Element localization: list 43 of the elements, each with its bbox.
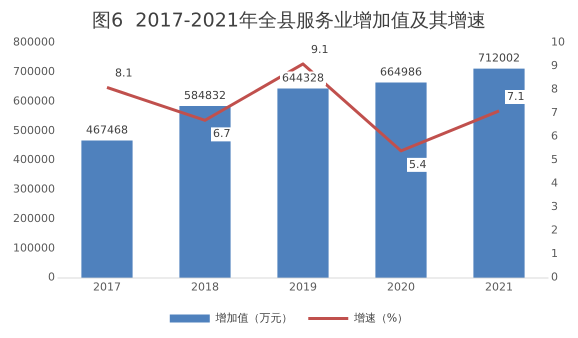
x-tick-label: 2019 — [288, 280, 317, 294]
y2-tick-label: 7 — [551, 106, 558, 120]
chart-title: 图6 2017-2021年全县服务业增加值及其增速 — [92, 9, 486, 32]
y-tick-label: 400000 — [12, 153, 55, 166]
y-tick-label: 700000 — [12, 65, 55, 78]
data-label: 712002 — [478, 52, 520, 65]
y-tick-label: 500000 — [12, 124, 55, 137]
bar — [179, 106, 231, 278]
bar — [81, 140, 133, 278]
x-tick-label: 2017 — [92, 280, 121, 294]
data-label: 6.7 — [212, 127, 230, 140]
data-label: 467468 — [86, 123, 128, 136]
y2-tick-label: 1 — [551, 247, 558, 260]
data-label: 644328 — [282, 71, 324, 84]
data-label: 9.1 — [310, 42, 328, 56]
y2-tick-label: 4 — [551, 176, 558, 190]
y-tick-label: 0 — [48, 270, 55, 284]
y2-tick-label: 6 — [551, 130, 558, 143]
bar — [277, 88, 329, 278]
y2-tick-label: 3 — [551, 200, 558, 214]
x-tick-label: 2018 — [190, 280, 219, 294]
legend-label: 增速（%） — [352, 311, 408, 324]
y-tick-label: 100000 — [12, 241, 55, 254]
bar — [473, 68, 525, 278]
y2-tick-label: 0 — [551, 270, 558, 284]
y2-tick-label: 8 — [551, 82, 558, 96]
y-tick-label: 800000 — [12, 36, 55, 49]
y2-tick-label: 9 — [551, 59, 558, 72]
x-tick-label: 2021 — [485, 280, 513, 294]
data-label: 584832 — [184, 88, 226, 102]
data-label: 7.1 — [507, 90, 524, 103]
legend-label: 增加值（万元） — [214, 311, 292, 324]
y2-tick-label: 2 — [551, 224, 558, 237]
y-tick-label: 600000 — [12, 94, 55, 108]
y-tick-label: 200000 — [12, 212, 55, 225]
y-tick-label: 300000 — [12, 182, 55, 196]
data-label: 8.1 — [114, 66, 132, 80]
data-label: 5.4 — [408, 158, 426, 171]
y2-tick-label: 10 — [551, 36, 566, 49]
data-label: 664986 — [380, 65, 422, 78]
x-tick-label: 2020 — [387, 280, 415, 294]
y2-tick-label: 5 — [551, 153, 558, 166]
bar — [375, 82, 427, 278]
